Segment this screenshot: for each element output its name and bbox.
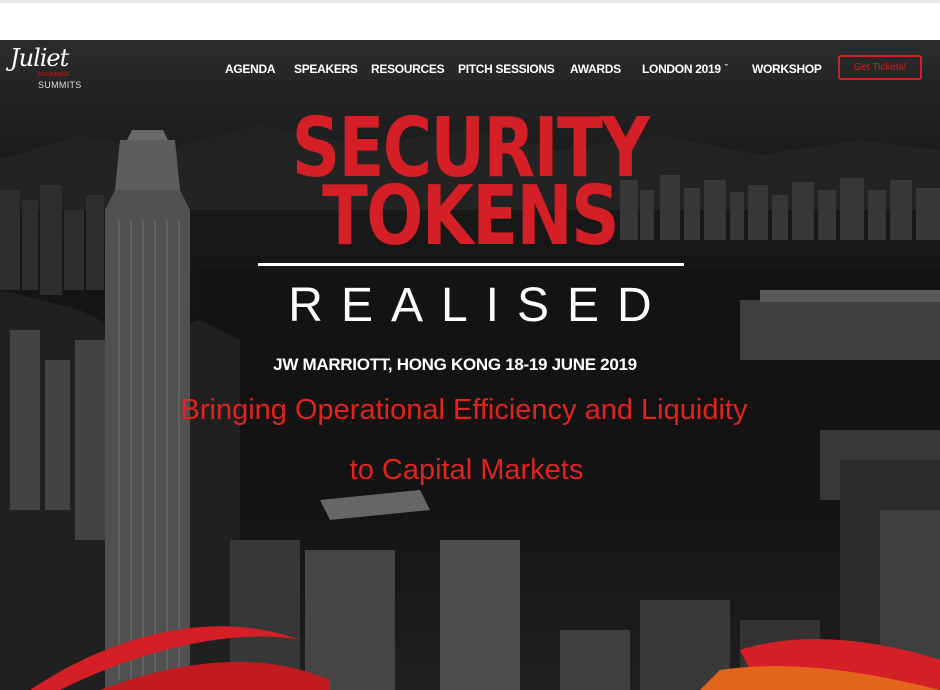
site-logo[interactable]: Juliet EXCHANGE SUMMITS — [10, 44, 90, 92]
nav-workshop[interactable]: WORKSHOP — [752, 62, 822, 76]
hero-background — [0, 40, 940, 690]
browser-top-bar — [0, 0, 940, 40]
main-nav: AGENDA SPEAKERS RESOURCES PITCH SESSIONS… — [0, 62, 940, 82]
chevron-down-icon: ˇ — [724, 63, 728, 73]
hero-tagline-line1: Bringing Operational Efficiency and Liqu… — [180, 394, 748, 426]
event-venue-date: JW MARRIOTT, HONG KONG 18-19 JUNE 2019 — [273, 355, 637, 374]
nav-speakers[interactable]: SPEAKERS — [294, 62, 358, 76]
logo-subtitle: SUMMITS — [38, 80, 82, 90]
nav-resources[interactable]: RESOURCES — [371, 62, 445, 76]
hero-subtitle: REALISED — [288, 279, 670, 332]
nav-awards[interactable]: AWARDS — [570, 62, 621, 76]
hero-tagline-line2: to Capital Markets — [349, 454, 584, 486]
city-skyline-image — [0, 40, 940, 690]
logo-script: Juliet — [10, 44, 69, 72]
hero-title-line2: TOKENS — [322, 169, 620, 264]
title-divider — [258, 263, 684, 266]
nav-london-2019-label: LONDON 2019 — [642, 62, 721, 76]
get-tickets-button[interactable]: Get Tickets! — [838, 55, 922, 80]
site-header: Juliet EXCHANGE SUMMITS AGENDA SPEAKERS … — [0, 40, 940, 100]
hero-title-line1: SECURITY — [291, 101, 650, 196]
logo-tagline: EXCHANGE — [38, 72, 71, 78]
nav-agenda[interactable]: AGENDA — [225, 62, 276, 76]
nav-pitch-sessions[interactable]: PITCH SESSIONS — [458, 62, 555, 76]
nav-london-2019[interactable]: LONDON 2019 ˇ — [642, 62, 728, 76]
